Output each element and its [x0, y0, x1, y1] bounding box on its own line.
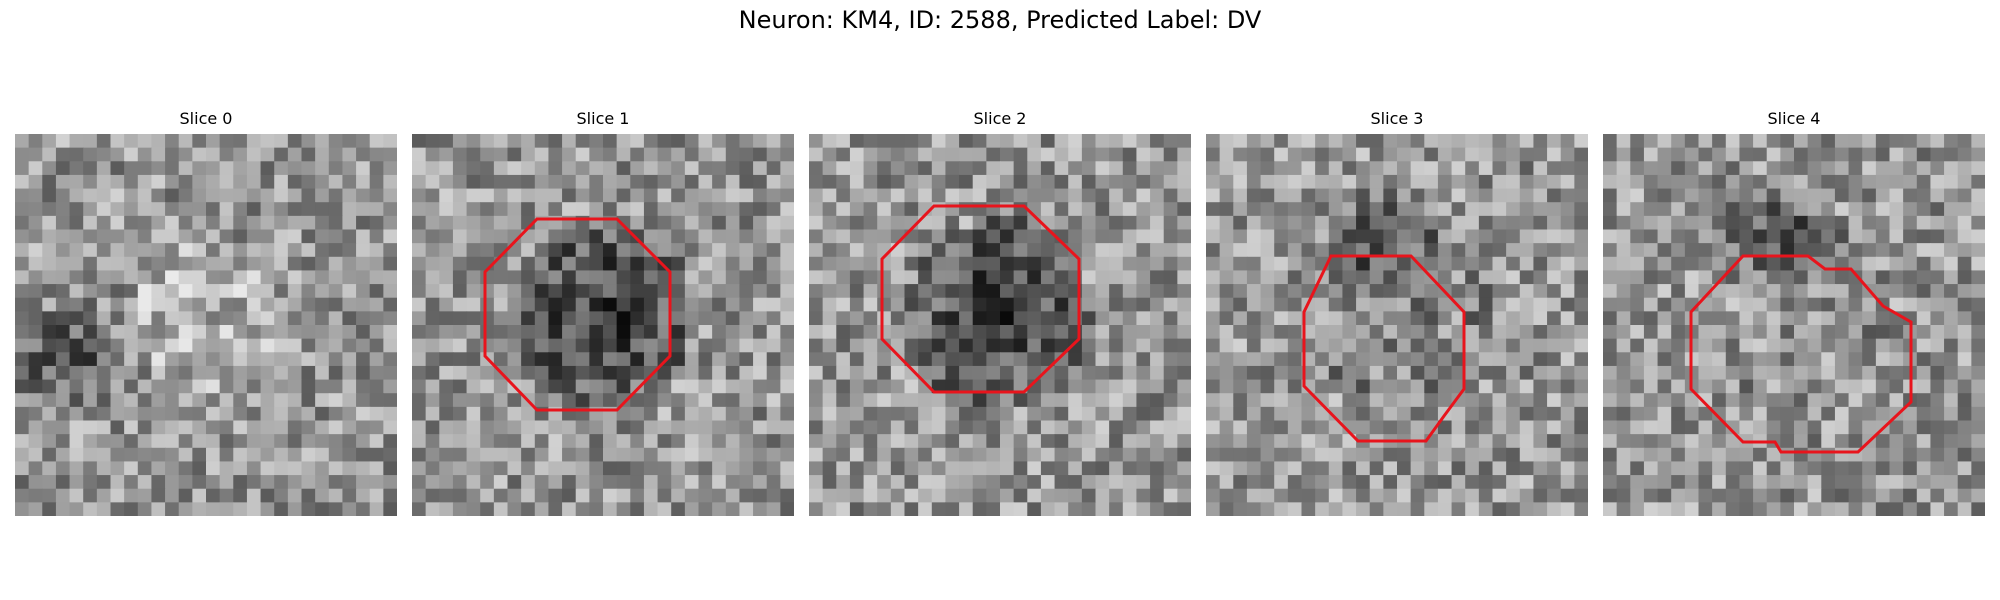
figure-title: Neuron: KM4, ID: 2588, Predicted Label: … [738, 6, 1262, 34]
slice-panel-3: Slice 3 [1206, 108, 1588, 516]
slice-image-0 [15, 134, 397, 516]
slice-image-4 [1603, 134, 1985, 516]
slice-panel-0: Slice 0 [15, 108, 397, 516]
roi-outline-2 [880, 204, 1081, 394]
slice-title-3: Slice 3 [1370, 109, 1424, 128]
slice-panel-2: Slice 2 [809, 108, 1191, 516]
slice-panel-4: Slice 4 [1603, 108, 1985, 516]
slice-image-2 [809, 134, 1191, 516]
roi-outline-4 [1689, 254, 1913, 454]
slice-image-1 [412, 134, 794, 516]
roi-outline-3 [1302, 254, 1466, 443]
slice-image-3 [1206, 134, 1588, 516]
roi-outline-1 [483, 217, 672, 412]
slice-title-1: Slice 1 [576, 109, 630, 128]
slice-title-4: Slice 4 [1767, 109, 1821, 128]
slice-title-2: Slice 2 [973, 109, 1027, 128]
slice-title-0: Slice 0 [179, 109, 233, 128]
slice-panel-1: Slice 1 [412, 108, 794, 516]
